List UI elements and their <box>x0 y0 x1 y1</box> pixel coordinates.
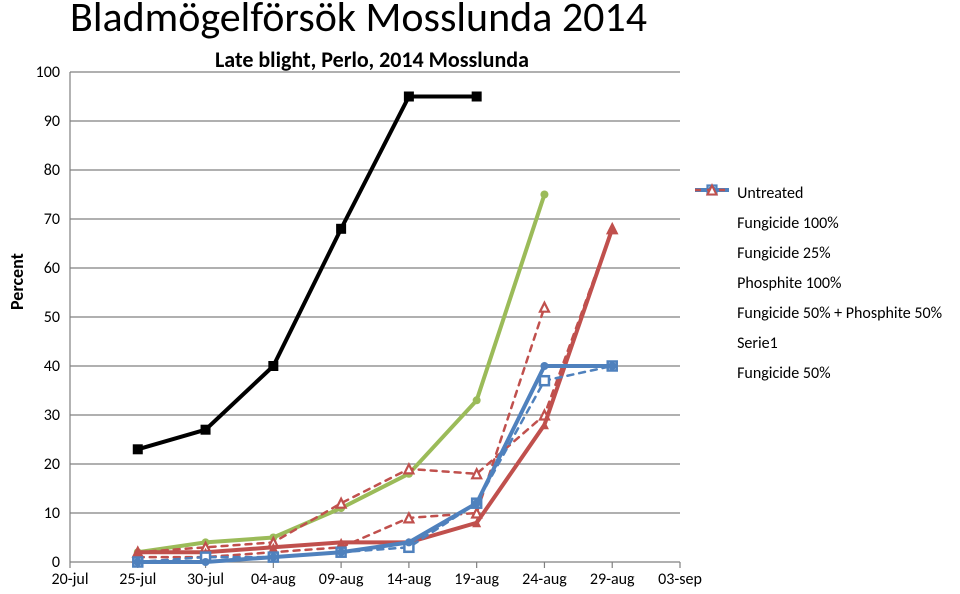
svg-text:30-jul: 30-jul <box>187 570 224 589</box>
svg-text:19-aug: 19-aug <box>454 570 499 589</box>
legend-item-f100: Fungicide 100% <box>693 208 942 238</box>
series-untreated <box>133 92 482 455</box>
svg-text:04-aug: 04-aug <box>251 570 296 589</box>
legend: Untreated Fungicide 100% Fungicide 25% Phos… <box>693 178 942 388</box>
legend-item-f25: Fungicide 25% <box>693 238 942 268</box>
legend-label: Phosphite 100% <box>737 274 841 293</box>
svg-text:25-jul: 25-jul <box>119 570 156 589</box>
legend-label: Fungicide 25% <box>737 244 830 263</box>
legend-label: Serie1 <box>737 334 778 353</box>
legend-item-phos100: Phosphite 100% <box>693 268 942 298</box>
svg-text:24-aug: 24-aug <box>522 570 567 589</box>
svg-text:14-aug: 14-aug <box>387 570 432 589</box>
chart-container: { "chart": { "title": "Bladmögelförsök M… <box>0 0 960 594</box>
svg-text:20-jul: 20-jul <box>51 570 88 589</box>
legend-item-f50p50: Fungicide 50% + Phosphite 50% <box>693 298 942 328</box>
svg-text:09-aug: 09-aug <box>319 570 364 589</box>
svg-text:80: 80 <box>44 161 60 180</box>
svg-text:29-aug: 29-aug <box>590 570 635 589</box>
legend-item-serie1: Serie1 <box>693 328 942 358</box>
svg-text:50: 50 <box>44 308 60 327</box>
svg-text:30: 30 <box>44 406 60 425</box>
series-f25 <box>133 224 616 556</box>
svg-text:20: 20 <box>44 455 60 474</box>
svg-text:100: 100 <box>36 63 60 82</box>
svg-text:03-sep: 03-sep <box>658 570 702 589</box>
svg-text:10: 10 <box>44 504 60 523</box>
svg-text:60: 60 <box>44 259 60 278</box>
legend-label: Untreated <box>737 184 803 203</box>
svg-text:40: 40 <box>44 357 60 376</box>
legend-label: Fungicide 100% <box>737 214 839 233</box>
legend-item-f50: Fungicide 50% <box>693 358 942 388</box>
svg-text:70: 70 <box>44 210 60 229</box>
legend-label: Fungicide 50% <box>737 364 830 383</box>
series-f100 <box>133 224 616 556</box>
svg-text:90: 90 <box>44 112 60 131</box>
legend-label: Fungicide 50% + Phosphite 50% <box>737 304 942 323</box>
